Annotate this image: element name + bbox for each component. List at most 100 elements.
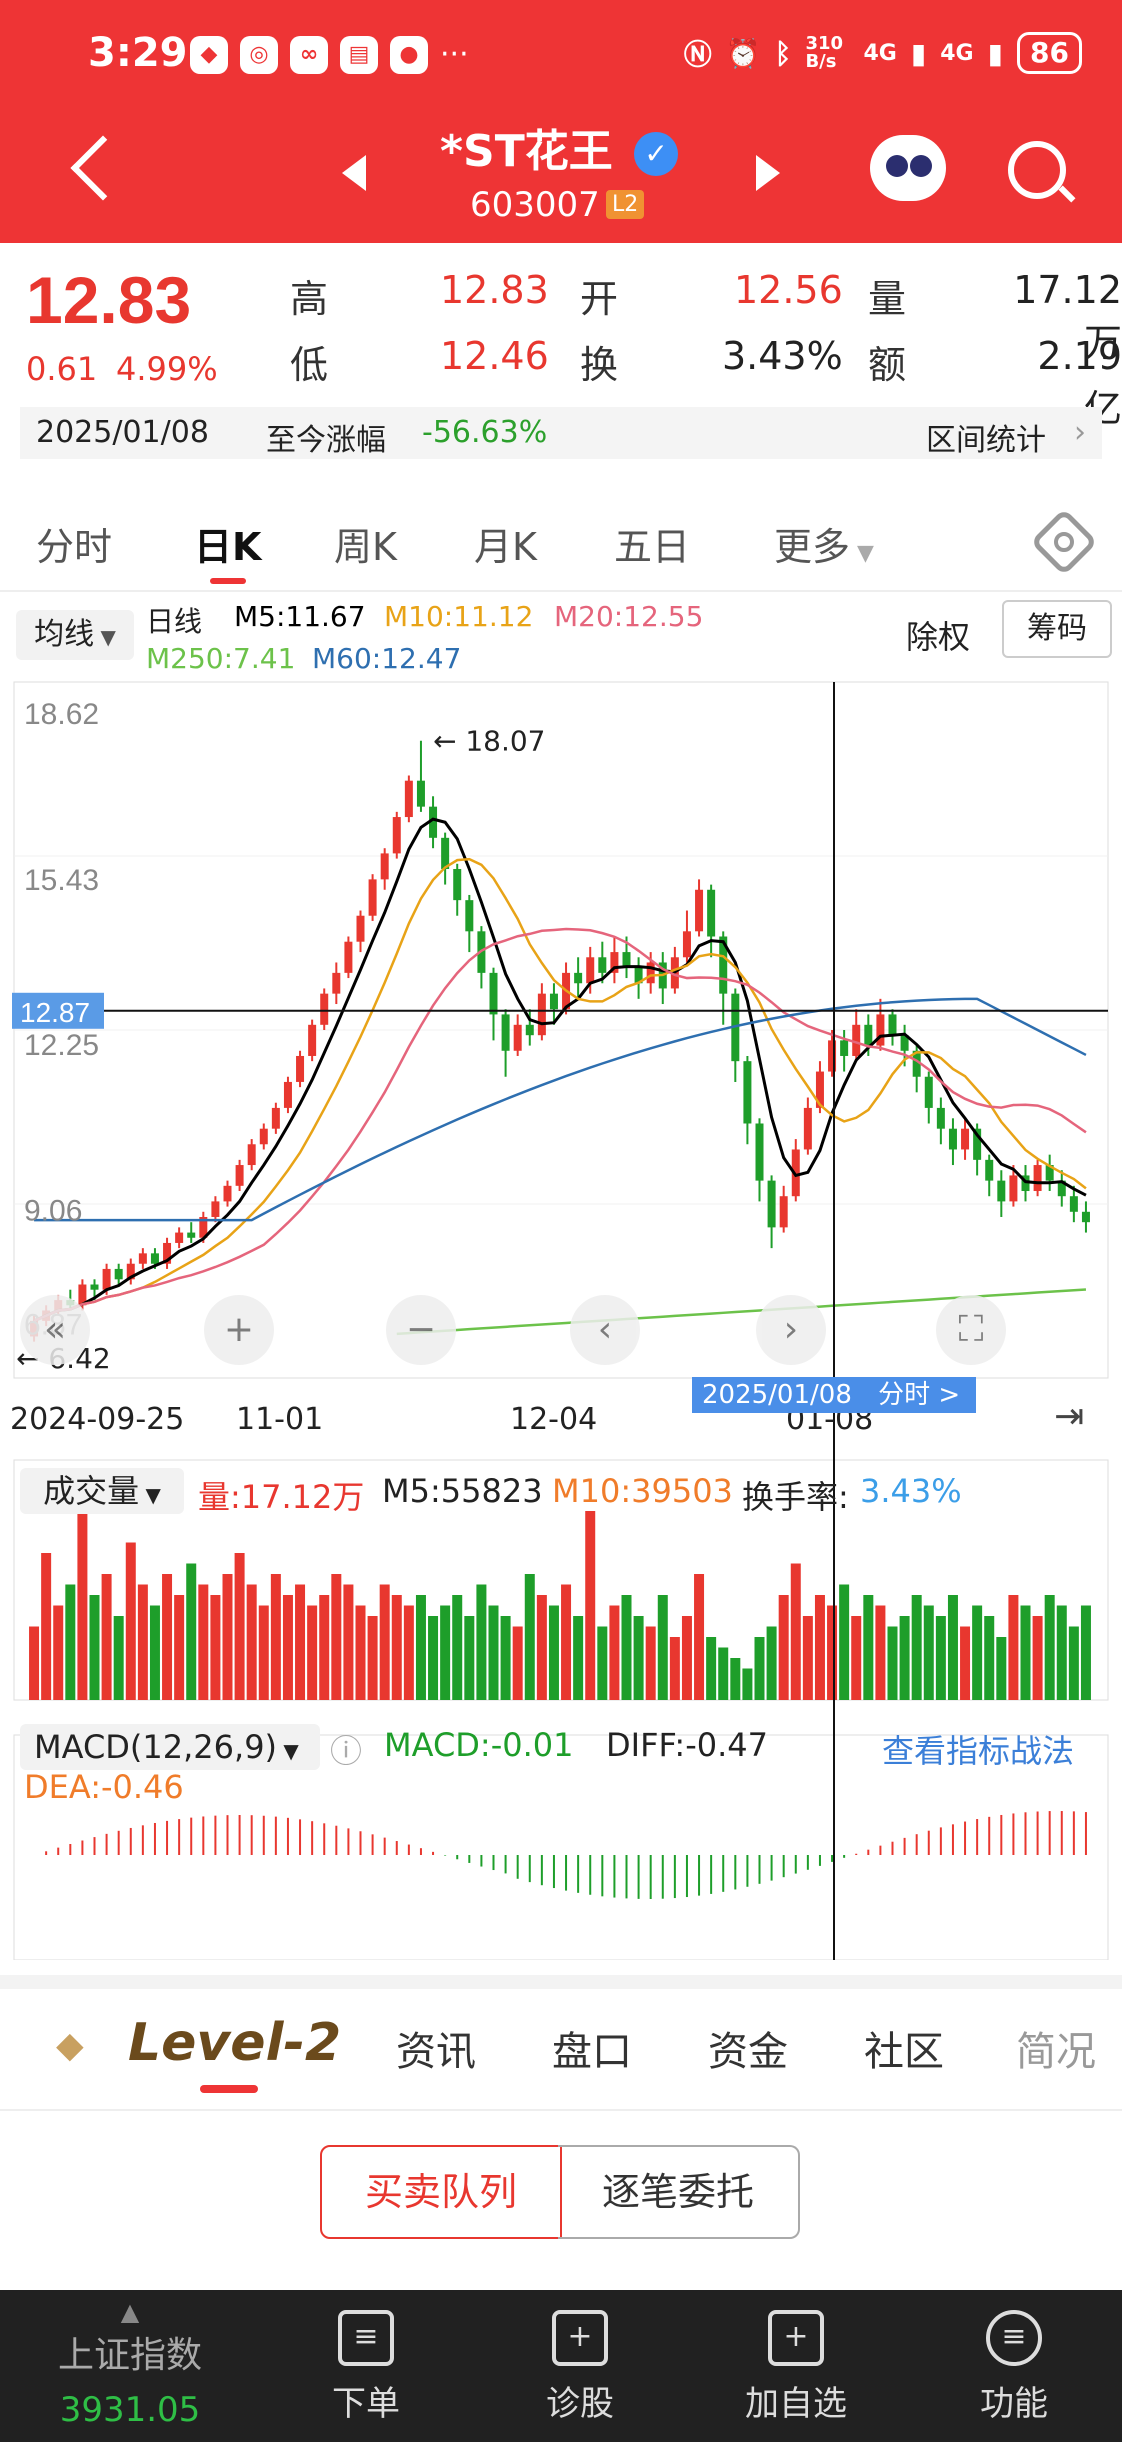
prev-stock-icon[interactable] bbox=[342, 155, 366, 191]
more-notifications-icon: ··· bbox=[440, 37, 469, 72]
next-stock-icon[interactable] bbox=[756, 155, 780, 191]
tab-profile[interactable]: 简况 bbox=[1016, 2029, 1096, 2075]
quote-date: 2025/01/08 bbox=[36, 415, 209, 450]
nav-diagnose-label: 诊股 bbox=[546, 2384, 614, 2424]
jump-latest-icon[interactable]: ⇥ bbox=[1054, 1396, 1085, 1437]
volume-bar bbox=[1056, 1605, 1067, 1700]
candle-body bbox=[767, 1180, 776, 1228]
robot-eye-left bbox=[886, 155, 908, 177]
low-label: 低 bbox=[290, 343, 329, 387]
settings-icon[interactable] bbox=[1030, 508, 1098, 576]
tick-orders-button[interactable]: 逐笔委托 bbox=[558, 2145, 800, 2239]
step-right-icon[interactable]: › bbox=[756, 1295, 826, 1365]
tab-order-book[interactable]: 盘口 bbox=[552, 2029, 632, 2075]
macd-chart bbox=[13, 1734, 1109, 1960]
bluetooth-icon: ᛒ bbox=[774, 36, 792, 70]
volume-bar bbox=[972, 1605, 983, 1700]
index-ticker[interactable]: ▲ 上证指数 3931.05 bbox=[50, 2298, 210, 2430]
step-left-icon[interactable]: ‹ bbox=[570, 1295, 640, 1365]
level2-indicator bbox=[200, 2085, 258, 2093]
help-icon[interactable]: ⓘ bbox=[330, 1732, 363, 1770]
candle-body bbox=[1045, 1165, 1054, 1181]
date-band[interactable]: 2025/01/08 至今涨幅 -56.63% 区间统计 › bbox=[20, 407, 1102, 459]
ma-lines bbox=[33, 817, 1087, 1336]
tab-five-day[interactable]: 五日 bbox=[614, 525, 691, 569]
ai-assistant-icon[interactable] bbox=[870, 135, 946, 201]
diamond-icon: ◆ bbox=[56, 2025, 84, 2066]
candle-body bbox=[114, 1268, 123, 1280]
candle-body bbox=[1069, 1196, 1078, 1212]
x-tick-0: 2024-09-25 bbox=[10, 1402, 185, 1437]
candle-body bbox=[779, 1196, 788, 1228]
tab-news[interactable]: 资讯 bbox=[396, 2029, 476, 2075]
signal-bars2-icon: ▮ bbox=[987, 36, 1004, 70]
candle-body bbox=[961, 1128, 970, 1150]
active-tab-indicator bbox=[210, 578, 246, 584]
volume-bar bbox=[500, 1616, 511, 1700]
candle-body bbox=[489, 972, 498, 1015]
volume-bar bbox=[923, 1605, 934, 1700]
buy-sell-queue-button[interactable]: 买卖队列 bbox=[320, 2145, 562, 2239]
volume-bar bbox=[839, 1584, 850, 1700]
volume-indicator-selector[interactable]: 成交量 ▼ bbox=[20, 1468, 184, 1514]
level2-logo[interactable]: Level-2 bbox=[128, 2013, 342, 2073]
ma-selector[interactable]: 均线 ▼ bbox=[16, 610, 134, 660]
level2-tabs: ◆ Level-2 资讯 盘口 资金 社区 简况 bbox=[0, 1975, 1122, 2111]
volume-frame bbox=[13, 1459, 1109, 1701]
intraday-link[interactable]: 分时 > bbox=[878, 1380, 961, 1410]
open-label: 开 bbox=[580, 277, 619, 321]
tab-daily-k[interactable]: 日K bbox=[194, 525, 262, 569]
nav-diagnose[interactable]: + 诊股 bbox=[500, 2310, 660, 2425]
adjust-button[interactable]: 除权 bbox=[906, 618, 971, 656]
candle-body bbox=[283, 1081, 292, 1108]
search-icon[interactable] bbox=[1008, 141, 1066, 199]
line-type-label: 日线 bbox=[146, 605, 203, 638]
tab-more[interactable]: 更多 ▼ bbox=[774, 516, 874, 571]
candle-body bbox=[271, 1107, 280, 1129]
y-tick-label: 12.25 bbox=[24, 1029, 99, 1062]
candle-body bbox=[1081, 1211, 1090, 1223]
zoom-in-icon[interactable]: + bbox=[204, 1295, 274, 1365]
nav-order[interactable]: ≡ 下单 bbox=[286, 2310, 446, 2425]
tab-intraday[interactable]: 分时 bbox=[36, 525, 113, 569]
crosshair-date-tag[interactable]: 2025/01/08 分时 > bbox=[692, 1377, 976, 1413]
volume-bar bbox=[621, 1595, 632, 1700]
signal-bars-icon: ▮ bbox=[910, 36, 927, 70]
volume-bar bbox=[222, 1574, 233, 1700]
nav-add-watch[interactable]: + 加自选 bbox=[716, 2310, 876, 2425]
scroll-left-icon[interactable]: « bbox=[20, 1295, 90, 1365]
candle-body bbox=[707, 889, 716, 937]
nav-functions[interactable]: ≡ 功能 bbox=[934, 2310, 1094, 2425]
ma20-label: M20:12.55 bbox=[554, 600, 704, 633]
candle-body bbox=[549, 993, 558, 1010]
chips-button[interactable]: 筹码 bbox=[1002, 600, 1112, 658]
indicator-strategy-link[interactable]: 查看指标战法 bbox=[882, 1732, 1075, 1770]
candle-body bbox=[1033, 1165, 1042, 1192]
volume-bar bbox=[331, 1574, 342, 1700]
back-icon[interactable] bbox=[70, 135, 136, 201]
tab-funds[interactable]: 资金 bbox=[708, 2029, 788, 2075]
candle-body bbox=[719, 936, 728, 994]
candle-body bbox=[247, 1144, 256, 1166]
dea-value: DEA:-0.46 bbox=[24, 1768, 184, 1806]
volume-bar bbox=[246, 1584, 257, 1700]
candle-body bbox=[513, 1024, 522, 1051]
tab-monthly-k[interactable]: 月K bbox=[474, 525, 537, 569]
candle-body bbox=[138, 1253, 147, 1264]
candle-body bbox=[416, 780, 425, 807]
macd-indicator-selector[interactable]: MACD(12,26,9) ▼ bbox=[20, 1724, 320, 1770]
candle-body bbox=[852, 1024, 861, 1056]
fullscreen-icon[interactable]: ⛶ bbox=[936, 1295, 1006, 1365]
volume-bar bbox=[307, 1605, 318, 1700]
tab-community[interactable]: 社区 bbox=[864, 2029, 944, 2075]
zoom-out-icon[interactable]: − bbox=[386, 1295, 456, 1365]
candle-body bbox=[320, 993, 329, 1025]
candle-body bbox=[997, 1180, 1006, 1202]
high-value: 12.83 bbox=[440, 268, 549, 312]
volume-bar bbox=[319, 1595, 330, 1700]
ma10-line bbox=[33, 857, 1087, 1323]
interval-stats-link[interactable]: 区间统计 bbox=[926, 423, 1046, 458]
tab-weekly-k[interactable]: 周K bbox=[334, 525, 397, 569]
candle-body bbox=[610, 952, 619, 973]
